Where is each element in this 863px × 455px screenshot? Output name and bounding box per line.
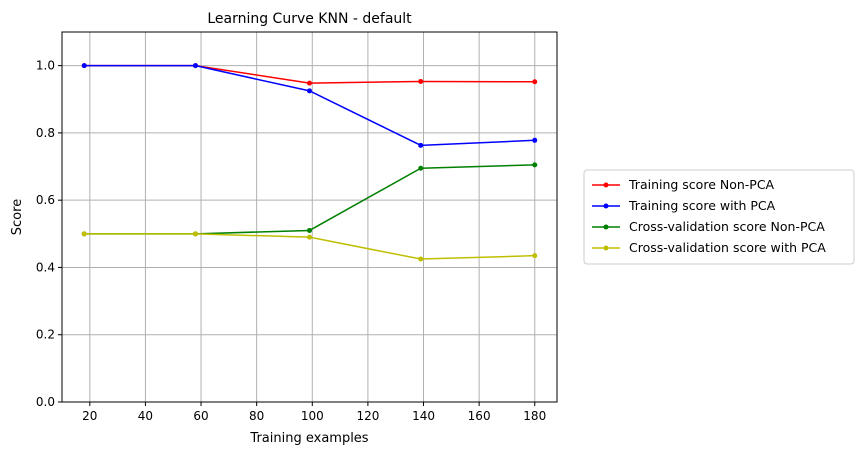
chart-title: Learning Curve KNN - default xyxy=(207,11,412,27)
data-point xyxy=(532,162,538,168)
legend-label: Cross-validation score with PCA xyxy=(629,240,826,255)
legend-marker xyxy=(603,203,609,209)
x-tick-label: 60 xyxy=(193,409,208,423)
x-tick-label: 80 xyxy=(249,409,264,423)
y-tick-label: 1.0 xyxy=(36,59,55,73)
x-tick-label: 20 xyxy=(82,409,97,423)
legend-label: Training score with PCA xyxy=(628,198,776,213)
data-point xyxy=(307,80,312,86)
axis-ticks: 20 40 60 80 100 120 140 160 180 0.0 0.2 0.4 0.6 0.8 1.… xyxy=(36,59,546,423)
y-tick-label: 0.8 xyxy=(36,126,55,140)
legend-marker xyxy=(603,224,609,230)
data-point xyxy=(307,234,312,240)
data-point xyxy=(418,256,424,262)
data-point xyxy=(532,253,538,259)
x-tick-label: 40 xyxy=(138,409,153,423)
y-tick-label: 0.6 xyxy=(36,193,55,207)
x-tick-label: 100 xyxy=(301,409,324,423)
data-point xyxy=(532,137,538,143)
legend-label: Training score Non-PCA xyxy=(628,177,775,192)
legend-marker xyxy=(603,182,609,188)
y-tick-label: 0.2 xyxy=(36,328,55,342)
legend-marker xyxy=(603,245,609,251)
y-axis-label: Score xyxy=(10,199,25,235)
plot-frame xyxy=(61,31,558,403)
data-point xyxy=(418,78,424,84)
legend-box xyxy=(583,169,855,265)
legend-label: Cross-validation score Non-PCA xyxy=(629,219,825,234)
data-point xyxy=(532,79,538,85)
x-axis-label: Training examples xyxy=(249,431,368,446)
x-tick-label: 120 xyxy=(356,409,379,423)
x-tick-label: 160 xyxy=(468,409,491,423)
data-point xyxy=(418,142,424,148)
y-tick-label: 0.4 xyxy=(36,260,55,274)
x-tick-label: 140 xyxy=(412,409,435,423)
x-tick-label: 180 xyxy=(523,409,546,423)
data-point xyxy=(192,231,198,237)
data-point xyxy=(81,63,87,69)
legend: Training score Non-PCA Training score wit… xyxy=(583,169,855,265)
series-lines xyxy=(81,63,538,262)
y-tick-label: 0.0 xyxy=(36,395,55,409)
data-point xyxy=(418,165,424,171)
data-point xyxy=(307,227,312,233)
data-point xyxy=(307,88,312,94)
data-point xyxy=(192,63,198,69)
data-point xyxy=(81,231,87,237)
